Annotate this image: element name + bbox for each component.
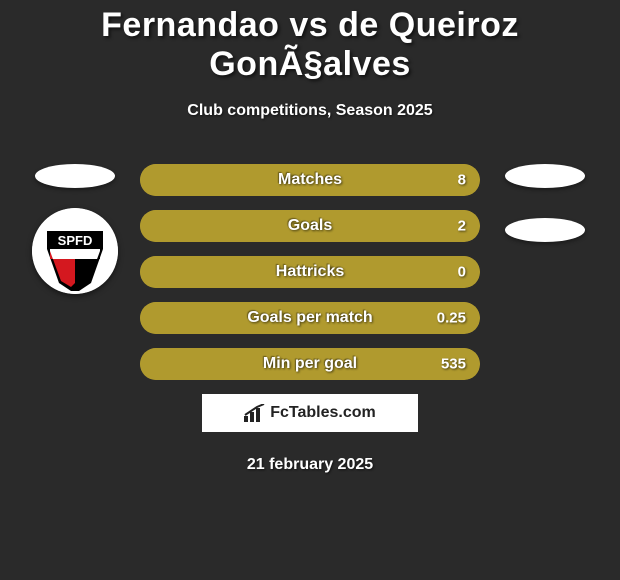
brand-text: FcTables.com [270, 404, 376, 422]
stat-label: Goals [288, 217, 332, 235]
subtitle: Club competitions, Season 2025 [0, 102, 620, 120]
stat-label: Hattricks [276, 263, 344, 281]
svg-text:SPFD: SPFD [58, 233, 93, 248]
chart-icon [244, 404, 266, 422]
stat-label: Matches [278, 171, 342, 189]
stat-label: Min per goal [263, 355, 357, 373]
player-right-name-pill [505, 164, 585, 188]
club-logo-left: SPFD [32, 208, 118, 294]
right-player-column [490, 164, 600, 254]
stat-bars: Matches 8 Goals 2 Hattricks 0 Goals per … [140, 164, 480, 380]
stat-row-min-per-goal: Min per goal 535 [140, 348, 480, 380]
player-right-club-pill [505, 218, 585, 242]
page-title: Fernandao vs de Queiroz GonÃ§alves [0, 0, 620, 84]
stat-value-right: 535 [441, 356, 466, 373]
stat-value-right: 0 [458, 264, 466, 281]
stat-label: Goals per match [247, 309, 372, 327]
brand-badge: FcTables.com [202, 394, 418, 432]
stat-row-matches: Matches 8 [140, 164, 480, 196]
comparison-panel: SPFD Matches 8 Goals 2 Ha [0, 164, 620, 474]
player-left-name-pill [35, 164, 115, 188]
stat-value-right: 2 [458, 218, 466, 235]
date-label: 21 february 2025 [0, 456, 620, 474]
stat-row-hattricks: Hattricks 0 [140, 256, 480, 288]
stat-row-goals-per-match: Goals per match 0.25 [140, 302, 480, 334]
stat-row-goals: Goals 2 [140, 210, 480, 242]
left-player-column: SPFD [20, 164, 130, 294]
spfc-shield-icon: SPFD [32, 208, 118, 294]
stat-value-right: 8 [458, 172, 466, 189]
stat-value-right: 0.25 [437, 310, 466, 327]
